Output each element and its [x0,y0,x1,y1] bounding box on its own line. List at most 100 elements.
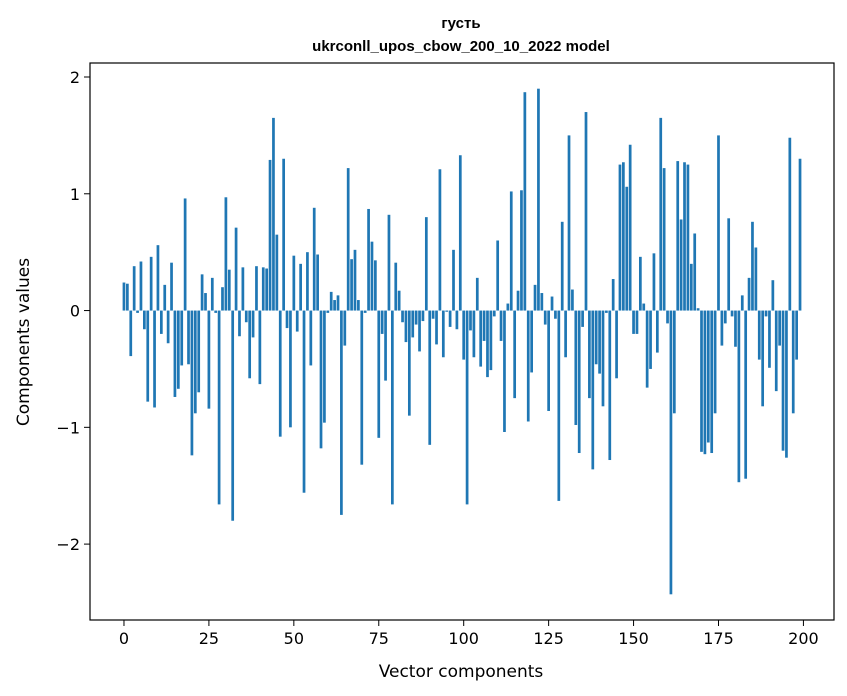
bar [584,112,588,311]
bar [594,310,598,365]
bar [703,310,707,455]
bar [747,277,751,311]
bar [282,158,286,311]
bar [632,310,635,334]
bar [571,289,574,311]
bar [244,310,248,323]
bar [693,233,697,311]
bar [645,310,649,388]
bar [214,310,218,313]
bar [374,260,377,311]
bar [530,310,534,373]
bar [363,310,367,313]
bar [312,207,316,311]
x-tick-label: 50 [284,629,304,648]
bar [139,261,143,311]
bar [635,310,639,334]
bar [713,310,717,414]
bar [696,308,700,311]
bar [431,310,435,319]
x-tick-label: 75 [369,629,389,648]
bar [608,310,612,461]
bar [435,310,438,345]
bar [622,162,625,311]
bar [683,162,686,311]
bar [557,310,561,501]
bar [217,310,221,505]
bar [462,310,466,360]
bar [717,135,720,311]
bar [367,208,370,311]
bar [197,310,201,393]
bar [540,293,544,311]
bar [479,310,483,367]
bar [360,310,364,465]
bar [496,240,500,311]
bar [798,158,802,311]
bar [689,263,693,311]
bar [543,310,547,325]
bar [275,234,279,311]
bar [737,310,741,483]
bar [638,256,642,311]
x-tick-label: 175 [703,629,734,648]
bar [329,291,333,311]
bar [628,144,632,311]
bar [764,310,768,317]
bar [499,310,503,341]
bar [706,310,710,443]
y-axis-label: Components values [14,258,34,426]
bar [285,310,289,329]
bar [149,256,153,311]
bar [302,310,306,493]
bar [567,135,571,311]
bar [774,310,778,392]
bar [547,310,550,411]
bar [475,277,479,311]
bar [176,310,180,389]
bar [200,274,204,311]
bar [350,259,353,311]
bar [455,310,459,330]
bar [537,88,540,311]
bar [173,310,177,397]
bar [204,293,207,311]
bar [268,159,272,311]
bar [323,310,326,423]
bar [710,310,714,454]
bar [183,198,187,311]
x-tick-label: 25 [199,629,219,648]
bar [248,310,252,379]
bar [591,310,595,470]
bar [255,266,258,311]
bar [458,155,462,311]
bar [577,310,581,454]
bar [611,279,615,311]
x-tick-label: 125 [533,629,564,648]
bar [343,310,347,346]
bar [554,310,557,319]
bar [720,310,724,346]
bar [424,217,428,311]
bar [241,267,245,311]
chart-subtitle: ukrconll_upos_cbow_200_10_2022 model [312,38,610,55]
bar [129,310,133,357]
bar [404,310,408,343]
bar [574,310,578,425]
bar [136,310,139,313]
bar [394,262,398,311]
bar [489,310,493,371]
bar [397,290,401,311]
x-tick-label: 200 [788,629,819,648]
bar [295,310,299,332]
bar [771,280,775,311]
bar [234,227,238,311]
bar [309,310,313,366]
bar [289,310,292,428]
x-axis-label: Vector components [379,662,544,682]
bar [227,269,231,311]
bar [122,282,126,311]
bar [757,310,761,360]
y-tick-label: 0 [70,302,80,321]
